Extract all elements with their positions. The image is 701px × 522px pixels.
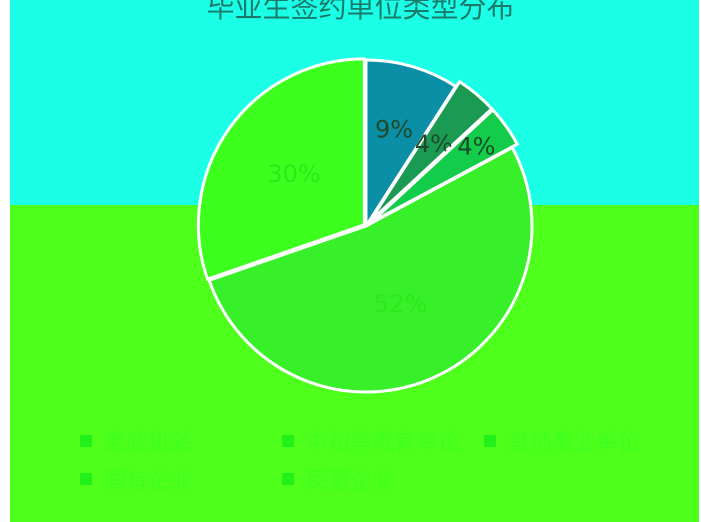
- legend-item-4: 国有企业: [80, 466, 282, 494]
- legend-item-5: 民营企业: [282, 466, 484, 494]
- legend-swatch-1: [80, 435, 92, 447]
- legend-label-3: 其他事业单位: [508, 431, 641, 456]
- legend-label-5: 民营企业: [306, 469, 395, 494]
- chart-title: 毕业生签约单位类型分布: [206, 0, 515, 24]
- legend-label-2: 中初等教育单位: [306, 431, 461, 456]
- slice-label-3: 4%: [457, 132, 495, 160]
- legend-swatch-2: [282, 435, 294, 447]
- legend-item-2: 中初等教育单位: [282, 428, 484, 456]
- pie-slice-1: [364, 58, 458, 232]
- legend-label-1: 党政机关: [104, 431, 193, 456]
- slice-label-4: 52%: [374, 290, 427, 318]
- pie-slice-5: [196, 57, 366, 282]
- pie-slice-2: [368, 79, 494, 223]
- slice-label-1: 9%: [375, 115, 413, 143]
- legend-label-4: 国有企业: [104, 469, 193, 494]
- legend-swatch-4: [80, 473, 92, 485]
- legend-item-3: 其他事业单位: [484, 428, 684, 456]
- legend-swatch-5: [282, 473, 294, 485]
- legend-item-1: 党政机关: [80, 428, 282, 456]
- slice-label-5: 30%: [267, 160, 320, 188]
- legend-swatch-3: [484, 435, 496, 447]
- legend: 党政机关 中初等教育单位 其他事业单位国有企业 民营企业: [80, 428, 680, 494]
- pie-slice-4: [207, 145, 534, 394]
- pie-slice-3: [369, 107, 520, 224]
